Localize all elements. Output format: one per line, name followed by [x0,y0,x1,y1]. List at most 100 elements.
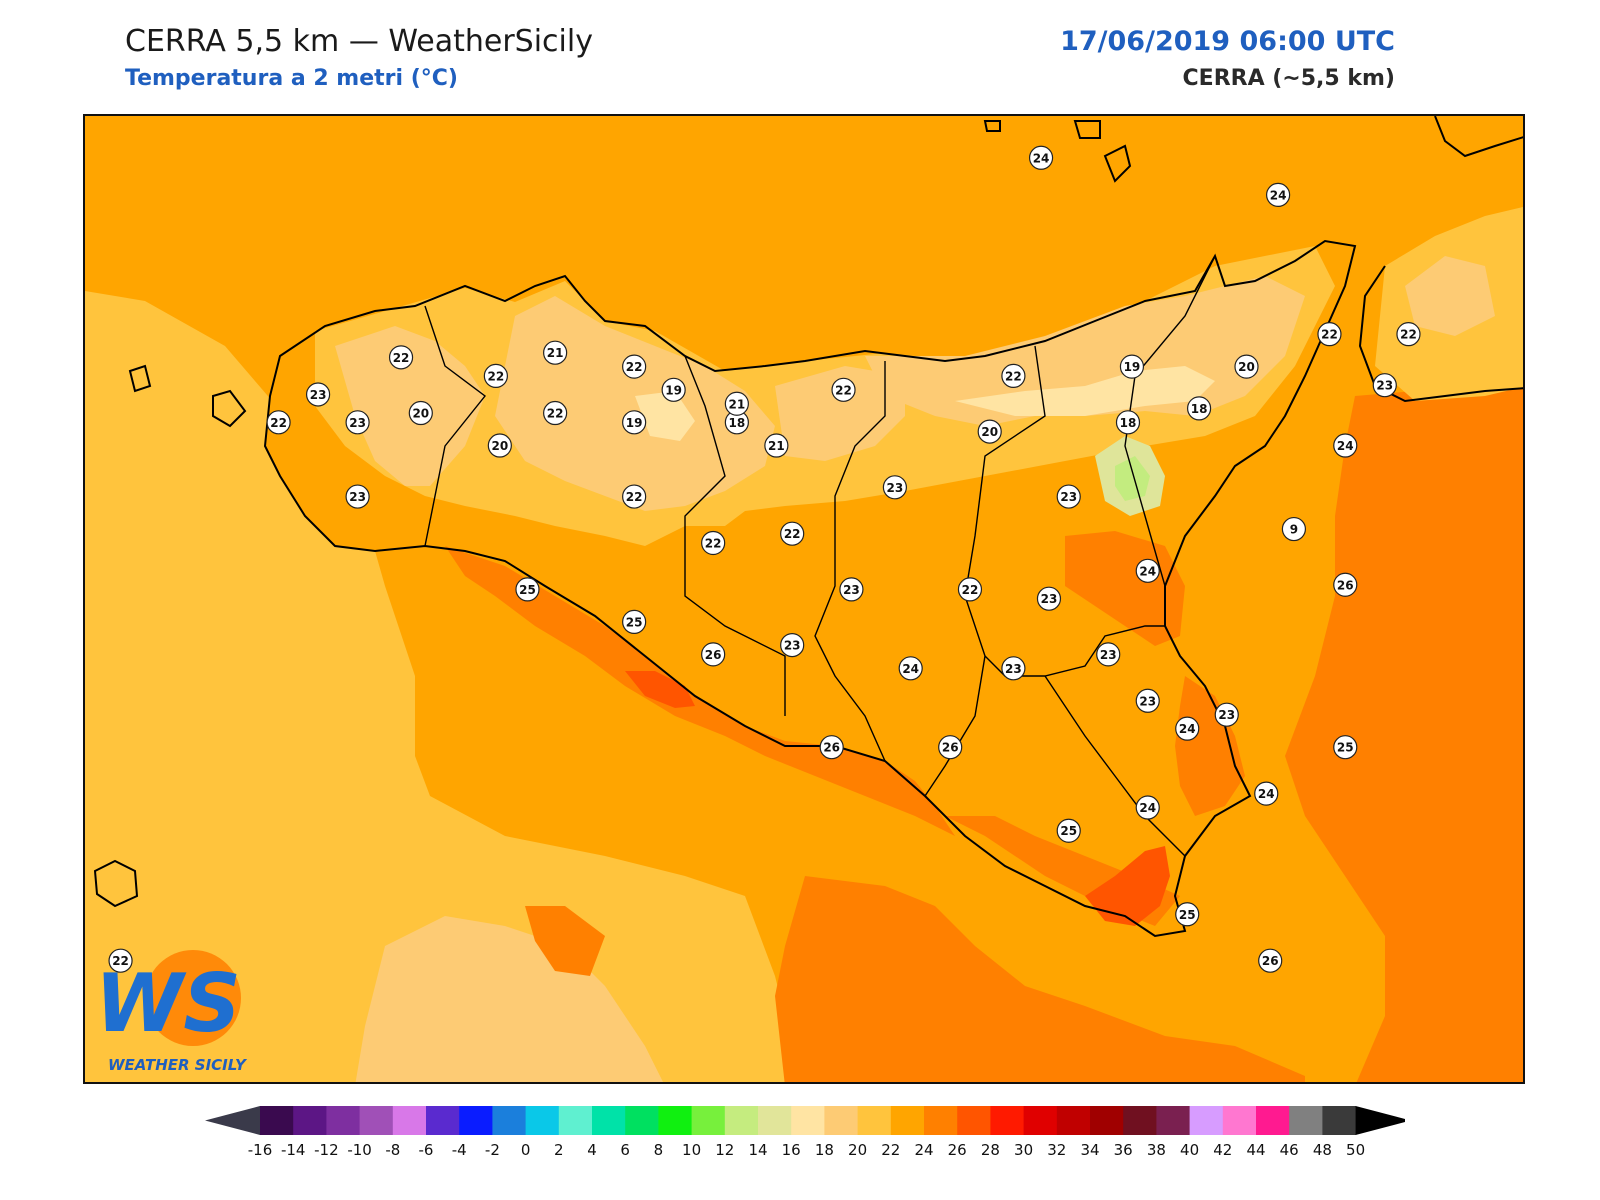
egadi-island-marettimo [128,364,152,393]
colorbar-cell [691,1106,726,1135]
colorbar-cell [592,1106,626,1135]
colorbar-cell [890,1106,925,1135]
colorbar-tick-label: 22 [881,1141,900,1159]
station-marker [345,410,370,435]
sea-southwest-hot-patch [525,906,605,976]
station-value: 23 [1060,490,1077,504]
station-marker [1096,642,1121,667]
colorbar-tick-label: 10 [682,1141,701,1159]
station-value: 20 [491,439,508,453]
station-value: 21 [729,397,746,411]
egadi-island-favignana [212,389,247,428]
station-marker [1254,781,1279,806]
colorbar-tick-label: -2 [485,1141,500,1159]
station-marker [764,433,789,458]
station-value: 24 [1270,188,1287,202]
station-marker [1175,902,1200,927]
station-value: 24 [1258,787,1275,801]
colorbar-cell [957,1106,991,1135]
colorbar-cell [658,1106,693,1135]
colorbar-tick-label: 4 [587,1141,597,1159]
station-value: 23 [1139,694,1156,708]
colorbar-tick-label: 0 [521,1141,531,1159]
station-marker [1372,373,1397,398]
colorbar-cell [625,1106,659,1135]
aeolian-island-lipari [1103,144,1132,183]
station-marker [345,484,370,509]
station-value: 26 [705,648,722,662]
colorbar-tick-label: 30 [1014,1141,1033,1159]
station-value: 23 [310,388,327,402]
station-marker [1056,484,1081,509]
colorbar-cell [924,1106,958,1135]
station-value: 22 [112,954,129,968]
station-value: 23 [1005,662,1022,676]
station-value: 20 [1238,360,1255,374]
station-marker [487,433,512,458]
colorbar-tick-label: 28 [981,1141,1000,1159]
station-marker [1234,354,1259,379]
weather-sicily-logo: WS [95,950,241,1050]
station-marker [1056,818,1081,843]
station-marker [622,410,647,435]
station-value: 23 [349,490,366,504]
station-marker [108,948,133,973]
station-marker [1135,558,1160,583]
colorbar-cell [359,1106,394,1135]
colorbar-cell [857,1106,892,1135]
station-marker [1028,145,1054,170]
station-marker [1396,322,1421,347]
station-value: 25 [519,583,536,597]
station-marker [1135,688,1160,713]
station-value: 21 [547,346,564,360]
logo-letters: WS [95,957,241,1050]
station-value: 22 [626,360,643,374]
station-value: 19 [665,383,682,397]
colorbar-cell [724,1106,759,1135]
station-marker [408,400,433,426]
station-value: 26 [1262,954,1279,968]
station-value: 22 [962,583,979,597]
station-marker [898,656,923,681]
colorbar-cells [205,1106,1405,1135]
logo-wordmark: WEATHER SICILY [108,1056,246,1074]
station-marker [1036,586,1062,611]
colorbar-tick-label: 24 [914,1141,933,1159]
colorbar-tick-label: -4 [452,1141,467,1159]
map-subtitle: Temperatura a 2 metri (°C) [125,66,458,91]
colorbar-cell [260,1106,294,1135]
station-marker [1281,516,1307,542]
colorbar-tick-label: 36 [1114,1141,1133,1159]
colorbar-tick-label: 42 [1213,1141,1232,1159]
station-value: 23 [1041,592,1058,606]
station-marker [305,382,331,407]
colorbar-cell [1023,1106,1058,1135]
valid-datetime: 17/06/2019 06:00 UTC [1060,26,1395,57]
station-marker [701,642,726,667]
logo-sun-shape [145,950,241,1046]
colorbar-tick-label: -14 [281,1141,306,1159]
colorbar-tick-label: 20 [848,1141,867,1159]
colorbar-cell [558,1106,593,1135]
colorbar-tick-label: 14 [748,1141,767,1159]
land-madonie-cool-area [775,366,905,461]
station-value: 25 [1337,741,1354,755]
station-value: 22 [705,536,722,550]
colorbar-tick-label: 12 [715,1141,734,1159]
station-value: 24 [1033,151,1050,165]
station-value: 24 [1179,722,1196,736]
station-value: 25 [1179,908,1196,922]
station-value: 22 [270,416,287,430]
station-value: 25 [1060,824,1077,838]
aeolian-island-alicudi [983,120,1001,132]
station-marker [724,391,749,416]
station-marker [977,419,1002,444]
land-south-coast-hot-area [445,546,955,836]
station-value: 22 [1400,328,1417,342]
colorbar-tick-label: -6 [419,1141,434,1159]
colorbar-tick-label: -8 [385,1141,400,1159]
colorbar-tick-label: 32 [1047,1141,1066,1159]
colorbar-cell [1222,1106,1257,1135]
colorbar-cell [1189,1106,1224,1135]
station-value: 23 [1376,379,1393,393]
